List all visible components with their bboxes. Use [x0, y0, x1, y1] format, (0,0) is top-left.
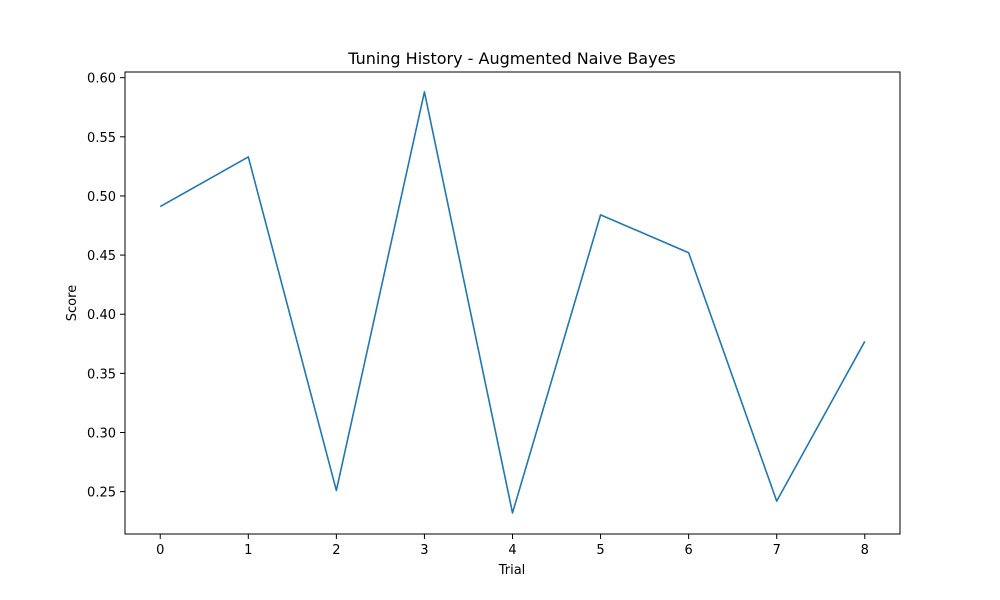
- data-point: [600, 214, 602, 216]
- data-point: [512, 512, 514, 514]
- series-line: [159, 91, 866, 514]
- x-tick-label: 3: [420, 543, 428, 558]
- x-tick-label: 5: [596, 543, 604, 558]
- plot-area: [124, 71, 901, 535]
- x-tick-label: 4: [508, 543, 516, 558]
- x-axis: 0 1 2 3 4 5 6 7 8: [156, 534, 869, 558]
- y-tick-label: 0.25: [87, 486, 116, 501]
- y-tick-label: 0.60: [87, 72, 116, 87]
- data-point: [864, 341, 866, 343]
- y-tick-label: 0.55: [87, 131, 116, 146]
- y-tick-label: 0.30: [87, 427, 116, 442]
- data-point: [776, 500, 778, 502]
- chart-title: Tuning History - Augmented Naive Bayes: [347, 49, 676, 68]
- data-point: [688, 252, 690, 254]
- x-tick-label: 0: [156, 543, 164, 558]
- y-tick-label: 0.35: [87, 367, 116, 382]
- x-axis-label: Trial: [498, 563, 526, 578]
- x-tick-label: 2: [332, 543, 340, 558]
- data-point: [248, 156, 250, 158]
- y-axis-label: Score: [65, 285, 80, 321]
- x-tick-label: 8: [861, 543, 869, 558]
- x-tick-label: 1: [244, 543, 252, 558]
- y-tick-label: 0.50: [87, 190, 116, 205]
- x-tick-label: 6: [684, 543, 692, 558]
- data-point: [424, 91, 426, 93]
- x-tick-label: 7: [773, 543, 781, 558]
- data-point: [159, 206, 161, 208]
- y-axis: 0.25 0.30 0.35 0.40 0.45 0.50 0.55 0.60: [87, 72, 125, 501]
- y-tick-label: 0.45: [87, 249, 116, 264]
- data-point: [336, 490, 338, 492]
- y-tick-label: 0.40: [87, 308, 116, 323]
- series-layer: [159, 91, 866, 514]
